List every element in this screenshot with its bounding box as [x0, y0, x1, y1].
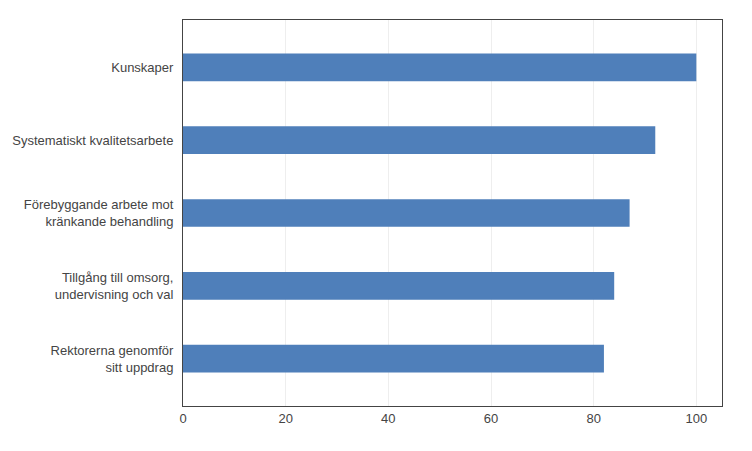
- svg-text:40: 40: [381, 411, 395, 426]
- svg-text:Förebyggande arbete motkränkan: Förebyggande arbete motkränkande behandl…: [24, 197, 174, 229]
- svg-text:Systematiskt kvalitetsarbete: Systematiskt kvalitetsarbete: [12, 133, 173, 148]
- svg-text:Kunskaper: Kunskaper: [111, 60, 174, 75]
- svg-text:Rektorerna genomförsitt uppdra: Rektorerna genomförsitt uppdrag: [51, 343, 175, 375]
- svg-text:Tillgång till omsorg,undervisn: Tillgång till omsorg,undervisning och va…: [55, 270, 174, 302]
- svg-text:100: 100: [685, 411, 707, 426]
- svg-text:60: 60: [484, 411, 498, 426]
- svg-text:0: 0: [179, 411, 186, 426]
- svg-text:80: 80: [586, 411, 600, 426]
- svg-text:20: 20: [278, 411, 292, 426]
